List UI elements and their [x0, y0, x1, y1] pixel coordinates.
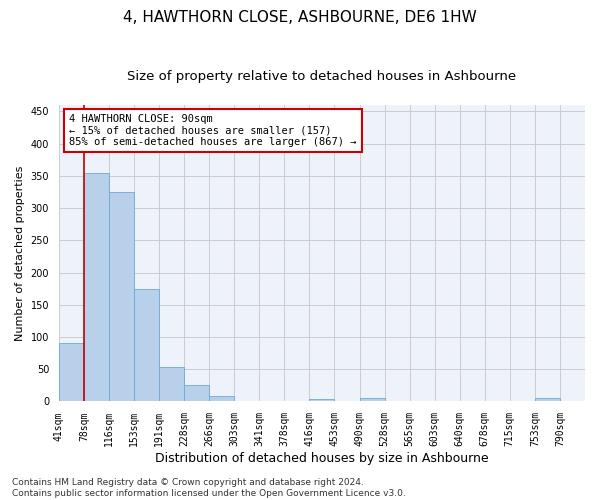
Bar	[535, 398, 560, 402]
Bar	[209, 396, 234, 402]
Title: Size of property relative to detached houses in Ashbourne: Size of property relative to detached ho…	[127, 70, 517, 83]
Y-axis label: Number of detached properties: Number of detached properties	[15, 166, 25, 341]
Bar	[184, 386, 209, 402]
X-axis label: Distribution of detached houses by size in Ashbourne: Distribution of detached houses by size …	[155, 452, 489, 465]
Bar	[134, 288, 159, 402]
Bar	[59, 343, 84, 402]
Text: Contains HM Land Registry data © Crown copyright and database right 2024.
Contai: Contains HM Land Registry data © Crown c…	[12, 478, 406, 498]
Bar	[159, 368, 184, 402]
Bar	[359, 398, 385, 402]
Bar	[84, 172, 109, 402]
Text: 4 HAWTHORN CLOSE: 90sqm
← 15% of detached houses are smaller (157)
85% of semi-d: 4 HAWTHORN CLOSE: 90sqm ← 15% of detache…	[70, 114, 357, 147]
Bar	[310, 399, 334, 402]
Text: 4, HAWTHORN CLOSE, ASHBOURNE, DE6 1HW: 4, HAWTHORN CLOSE, ASHBOURNE, DE6 1HW	[123, 10, 477, 25]
Bar	[109, 192, 134, 402]
